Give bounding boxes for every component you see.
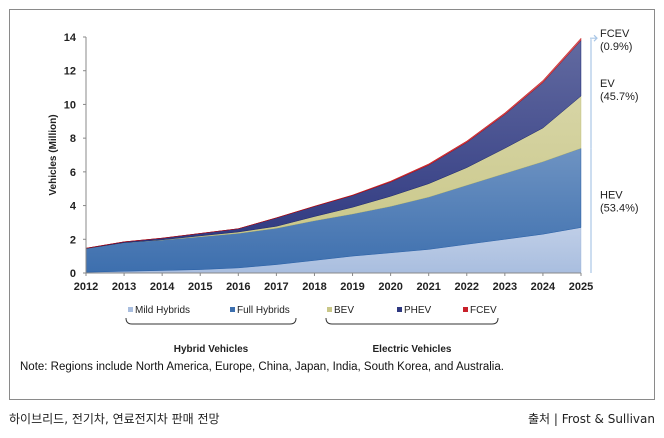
y-tick-label: 12 [64,66,76,78]
legend-group-bracket [325,317,499,325]
share-label-value: (0.9%) [600,41,632,53]
legend-swatch [230,307,235,312]
x-tick-label: 2018 [302,281,326,293]
share-label-name: FCEV [600,28,630,40]
x-tick-label: 2025 [569,281,593,293]
legend-label: PHEV [404,305,432,316]
x-tick-label: 2017 [264,281,288,293]
stacked-area-chart: 0 2 4 6 8 10 12 14 Vehicles (Million) 2012 2013 201… [48,28,639,355]
share-annotations: FCEV(0.9%) EV(45.7%) HEV(53.4%) [590,28,639,273]
share-label-name: EV [600,78,615,90]
y-tick-label: 8 [70,133,76,145]
legend-swatch [128,307,133,312]
x-tick-label: 2015 [188,281,212,293]
legend-swatch [327,307,332,312]
y-tick-label: 6 [70,167,76,179]
area-layers [85,37,582,274]
legend: Mild Hybrids Full Hybrids BEV PHEV FCEV Hybri… [125,305,499,355]
share-label-value: (53.4%) [600,203,639,215]
x-tick-label: 2013 [112,281,136,293]
figure-caption: 하이브리드, 전기차, 연료전지차 판매 전망 [9,412,220,426]
x-tick-label: 2024 [531,281,556,293]
share-label-name: HEV [600,190,623,202]
legend-group-bracket [125,317,297,325]
x-tick-label: 2016 [226,281,250,293]
x-tick-label: 2021 [416,281,440,293]
legend-swatch [463,307,468,312]
x-tick-label: 2023 [493,281,517,293]
legend-group-label: Hybrid Vehicles [174,344,249,355]
chart-note: Note: Regions include North America, Eur… [20,361,504,373]
y-tick-label: 10 [64,99,76,111]
fcev-arrow-icon [590,34,598,42]
area-fcev [85,37,582,249]
y-axis-label: Vehicles (Million) [48,114,59,195]
legend-label: BEV [334,305,354,316]
x-tick-label: 2012 [74,281,98,293]
x-tick-label: 2022 [455,281,479,293]
legend-label: Mild Hybrids [135,305,190,316]
y-tick-label: 14 [64,32,77,44]
x-tick-label: 2019 [340,281,364,293]
legend-swatch [397,307,402,312]
y-tick-label: 4 [70,201,77,213]
x-tick-label: 2014 [150,281,175,293]
x-tick-label: 2020 [378,281,402,293]
share-label-value: (45.7%) [600,91,639,103]
source-caption: 출처 | Frost & Sullivan [527,412,655,426]
y-tick-label: 2 [70,234,76,246]
legend-label: FCEV [470,305,497,316]
legend-label: Full Hybrids [237,305,290,316]
axes: 0 2 4 6 8 10 12 14 Vehicles (Million) 2012 2013 201… [48,32,593,293]
legend-group-label: Electric Vehicles [373,344,452,355]
y-tick-label: 0 [70,268,76,280]
